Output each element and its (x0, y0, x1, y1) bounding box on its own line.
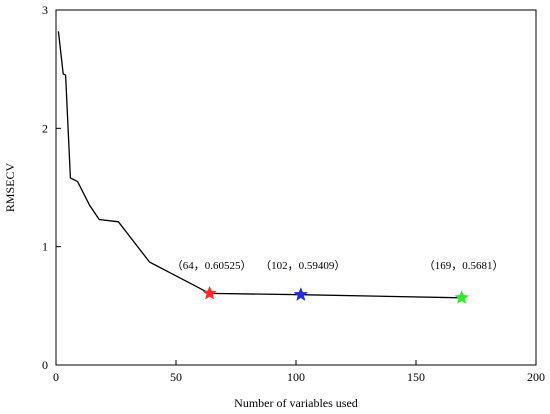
axis-ticks: 0 50 100 150 200 0 1 2 3 (42, 3, 545, 384)
y-tick-label: 3 (42, 3, 48, 17)
marker-label-2: （102，0.59409） (260, 259, 345, 272)
star-marker-3 (454, 290, 469, 304)
y-axis-label: RMSECV (3, 162, 17, 212)
x-tick-label: 0 (53, 370, 59, 384)
plot-frame (55, 9, 537, 366)
x-tick-label: 50 (170, 370, 182, 384)
x-tick-label: 100 (287, 370, 305, 384)
star-marker-2 (293, 287, 309, 301)
x-axis-label: Number of variables used (234, 396, 358, 410)
x-tick-label: 150 (407, 370, 425, 384)
y-tick-label: 2 (42, 121, 48, 135)
star-marker-1 (202, 285, 217, 300)
series-line (57, 31, 462, 299)
star-markers (202, 285, 469, 304)
y-tick-label: 1 (42, 240, 48, 254)
x-tick-label: 200 (527, 370, 545, 384)
marker-label-3: （169，0.5681） (424, 259, 504, 272)
marker-label-1: （64，0.60525） (172, 259, 252, 272)
y-tick-label: 0 (42, 358, 48, 372)
marker-annotations: （64，0.60525） （102，0.59409） （169，0.5681） (172, 259, 504, 272)
